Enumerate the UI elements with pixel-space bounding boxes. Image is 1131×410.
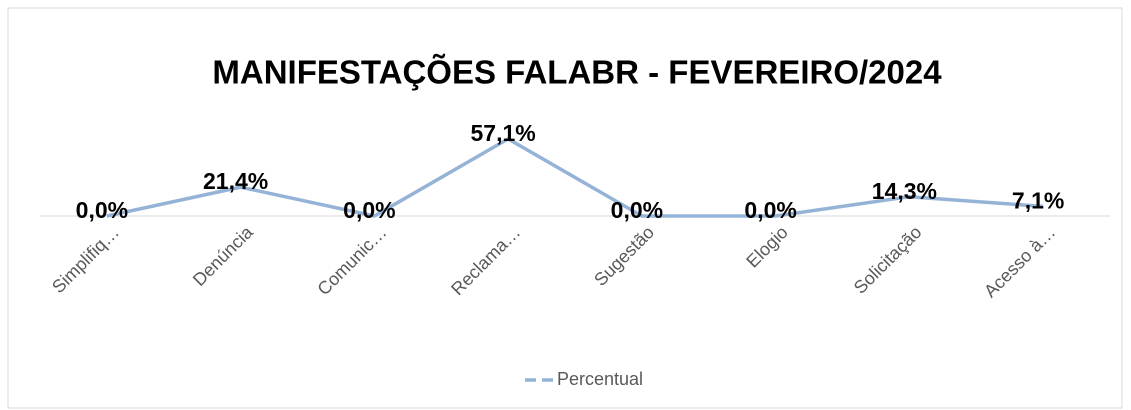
- data-label: 7,1%: [1012, 187, 1064, 213]
- series-line: [106, 137, 1044, 218]
- data-label: 0,0%: [744, 197, 796, 223]
- data-label: 21,4%: [203, 168, 268, 194]
- chart-border: [7, 7, 1123, 409]
- data-label: 0,0%: [343, 197, 395, 223]
- data-label: 0,0%: [76, 197, 128, 223]
- data-label: 57,1%: [471, 120, 536, 146]
- legend-label: Percentual: [557, 369, 643, 389]
- data-label: 0,0%: [611, 197, 663, 223]
- chart-title: MANIFESTAÇÕES FALABR - FEVEREIRO/2024: [212, 54, 942, 91]
- data-label: 14,3%: [872, 178, 937, 204]
